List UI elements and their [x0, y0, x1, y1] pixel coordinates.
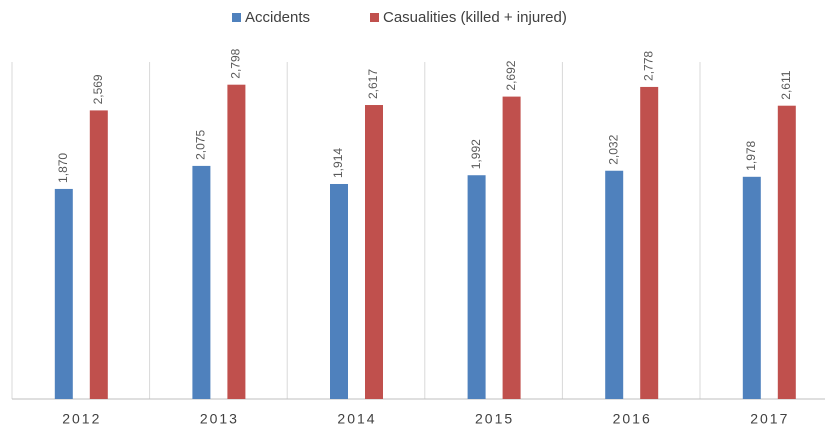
data-label: 2,778	[641, 51, 655, 81]
bar	[330, 183, 348, 399]
x-tick-label: 2015	[475, 411, 514, 427]
data-label: 2,798	[229, 48, 243, 78]
data-label: 2,611	[779, 70, 793, 99]
data-label: 2,032	[606, 134, 620, 164]
x-tick-label: 2014	[337, 411, 376, 427]
data-label: 1,914	[331, 148, 345, 178]
x-tick-label: 2016	[613, 411, 652, 427]
x-tick-label: 2017	[750, 411, 789, 427]
bar	[502, 96, 521, 399]
data-label: 2,569	[91, 74, 105, 104]
bar	[742, 176, 761, 399]
data-label: 1,870	[56, 153, 70, 183]
legend-swatch	[370, 13, 379, 22]
bar	[605, 170, 624, 399]
legend-label: Casualities (killed + injured)	[383, 9, 567, 26]
bar	[640, 86, 659, 400]
bar	[54, 188, 73, 399]
bar	[777, 105, 796, 400]
data-label: 2,692	[504, 60, 518, 90]
data-label: 1,978	[744, 140, 758, 170]
data-label: 2,075	[194, 130, 208, 160]
x-tick-label: 2013	[200, 411, 239, 427]
bar	[365, 105, 383, 399]
bar	[89, 110, 108, 400]
bar	[467, 175, 486, 399]
data-label: 2,617	[366, 69, 380, 99]
bar	[192, 165, 211, 399]
legend-swatch	[232, 13, 241, 22]
x-tick-label: 2012	[62, 411, 101, 427]
bar	[227, 84, 246, 399]
data-label: 1,992	[469, 139, 483, 169]
legend-label: Accidents	[245, 9, 310, 26]
